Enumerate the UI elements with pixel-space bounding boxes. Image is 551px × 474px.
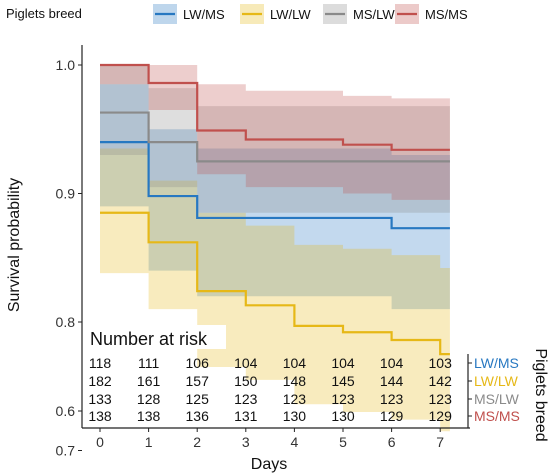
risk-row-label-ms-lw: MS/LW (474, 391, 520, 407)
legend: Piglets breed LW/MS LW/LW MS/LW MS/MS (6, 4, 468, 24)
curve-lw-lw (100, 211, 450, 356)
x-axis-title: Days (251, 456, 287, 473)
legend-entry-lw-lw: LW/LW (240, 4, 311, 24)
risk-count: 104 (283, 355, 307, 371)
risk-count: 150 (234, 373, 258, 389)
x-tick-label: 0 (96, 434, 104, 450)
risk-count: 138 (88, 408, 112, 424)
risk-row-lw-lw: 182 161 157 150 148 145 144 142 (88, 373, 452, 389)
risk-count: 106 (186, 355, 210, 371)
y-tick-label: 0.9 (56, 186, 76, 202)
legend-label-ms-ms: MS/MS (425, 7, 468, 22)
risk-count: 129 (429, 408, 453, 424)
x-tick-label: 2 (193, 434, 201, 450)
number-at-risk-table: Number at risk 118 111 106 104 104 104 104 103 18… (86, 325, 549, 442)
risk-count: 145 (331, 373, 355, 389)
legend-entry-ms-ms: MS/MS (395, 4, 468, 24)
legend-label-lw-lw: LW/LW (270, 7, 311, 22)
legend-entry-lw-ms: LW/MS (153, 4, 225, 24)
survival-curves (100, 63, 450, 356)
y-tick-label: 1.0 (56, 57, 76, 73)
band-lw-ms (100, 84, 450, 310)
risk-row-ms-lw: 133 128 125 123 123 123 123 123 (88, 391, 452, 407)
risk-table-title: Number at risk (90, 329, 208, 349)
risk-count: 104 (234, 355, 258, 371)
risk-count: 133 (88, 391, 112, 407)
risk-count: 142 (429, 373, 453, 389)
x-tick-label: 5 (339, 434, 347, 450)
risk-count: 136 (186, 408, 210, 424)
risk-count: 123 (283, 391, 307, 407)
y-tick-label: 0.8 (56, 314, 76, 330)
risk-count: 129 (380, 408, 404, 424)
risk-count: 123 (380, 391, 404, 407)
risk-count: 130 (331, 408, 355, 424)
risk-title-background (86, 325, 226, 349)
risk-count: 123 (429, 391, 453, 407)
band-ms-ms (100, 65, 450, 200)
y-tick-label: 0.7 (56, 443, 76, 459)
risk-count: 104 (380, 355, 404, 371)
risk-count: 130 (283, 408, 307, 424)
risk-count: 118 (89, 355, 112, 371)
risk-row-ms-ms: 138 138 136 131 130 130 129 129 (88, 408, 452, 424)
y-tick-label: 0.6 (56, 403, 76, 419)
legend-label-lw-ms: LW/MS (183, 7, 225, 22)
risk-count: 125 (186, 391, 210, 407)
risk-side-label: Piglets breed (532, 348, 549, 441)
risk-count: 123 (234, 391, 258, 407)
x-tick-label: 4 (291, 434, 299, 450)
risk-count: 138 (137, 408, 161, 424)
risk-count: 131 (234, 408, 258, 424)
risk-count: 182 (88, 373, 112, 389)
risk-row-label-lw-ms: LW/MS (474, 355, 519, 371)
curve-lw-ms (100, 141, 450, 230)
y-axis-title: Survival probability (6, 178, 23, 312)
x-tick-label: 6 (388, 434, 396, 450)
risk-count: 144 (380, 373, 404, 389)
band-lw-lw (100, 148, 450, 432)
risk-row-lw-ms: 118 111 106 104 104 104 104 103 (89, 355, 452, 371)
risk-count: 148 (283, 373, 307, 389)
legend-entry-ms-lw: MS/LW (323, 4, 395, 24)
x-tick-label: 3 (242, 434, 250, 450)
risk-count: 123 (331, 391, 355, 407)
x-tick-label: 1 (145, 434, 153, 450)
legend-title: Piglets breed (6, 6, 82, 21)
risk-count: 103 (429, 355, 453, 371)
curve-ms-lw (100, 111, 450, 163)
risk-count: 161 (137, 373, 161, 389)
risk-row-label-ms-ms: MS/MS (474, 408, 520, 424)
curve-ms-ms (100, 63, 450, 151)
risk-count: 111 (138, 355, 159, 371)
x-tick-label: 7 (436, 434, 444, 450)
risk-count: 157 (186, 373, 210, 389)
legend-label-ms-lw: MS/LW (353, 7, 395, 22)
risk-row-label-lw-lw: LW/LW (474, 373, 519, 389)
risk-count: 128 (137, 391, 161, 407)
risk-count: 104 (331, 355, 355, 371)
